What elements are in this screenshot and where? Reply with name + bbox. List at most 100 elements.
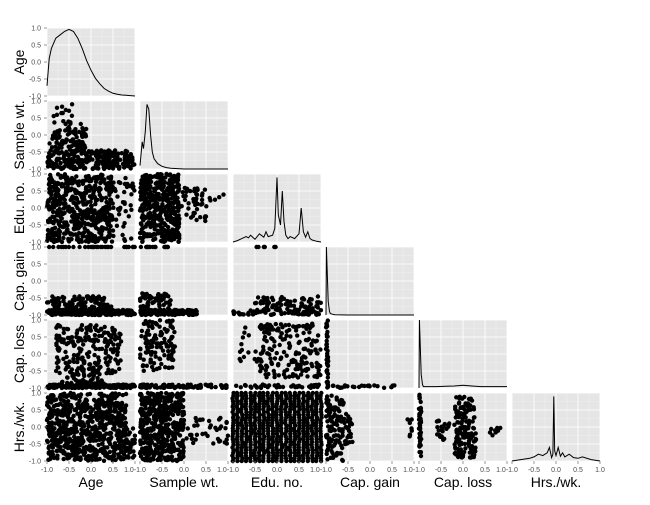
scatter-point xyxy=(157,400,161,404)
scatter-point xyxy=(176,240,180,244)
scatter-point xyxy=(278,357,282,361)
scatter-point xyxy=(278,385,282,389)
scatter-point xyxy=(124,149,128,153)
scatter-point xyxy=(106,176,110,180)
scatter-point xyxy=(226,434,230,438)
scatter-point xyxy=(109,245,113,249)
scatter-point xyxy=(285,307,289,311)
scatter-point xyxy=(106,181,110,185)
scatter-point xyxy=(65,227,69,231)
scatter-point xyxy=(111,311,115,315)
scatter-point xyxy=(81,202,85,206)
scatter-point xyxy=(80,216,84,220)
scatter-point xyxy=(170,335,174,339)
scatter-point xyxy=(70,214,74,218)
scatter-point xyxy=(164,172,168,176)
scatter-point xyxy=(171,221,175,225)
scatter-point xyxy=(316,333,320,337)
scatter-point xyxy=(167,355,171,359)
scatter-point xyxy=(287,341,291,345)
scatter-point xyxy=(276,362,280,366)
scatter-point xyxy=(97,431,101,435)
scatter-point xyxy=(47,180,51,184)
scatter-point xyxy=(165,188,169,192)
scatter-point xyxy=(148,319,152,323)
scatter-point xyxy=(199,202,203,206)
scatter-point xyxy=(62,428,66,432)
scatter-point xyxy=(165,231,169,235)
scatter-point xyxy=(158,318,162,322)
scatter-point xyxy=(52,120,56,124)
scatter-point xyxy=(46,228,50,232)
scatter-point xyxy=(57,232,61,236)
scatter-point xyxy=(153,421,157,425)
scatter-point xyxy=(97,398,101,402)
scatter-point xyxy=(64,444,68,448)
scatter-point xyxy=(124,209,128,213)
scatter-point xyxy=(246,312,250,316)
scatter-point xyxy=(194,218,198,222)
scatter-point xyxy=(54,369,58,373)
scatter-point xyxy=(142,322,146,326)
scatter-point xyxy=(275,351,279,355)
scatter-point xyxy=(157,207,161,211)
scatter-point xyxy=(171,326,175,330)
scatter-point xyxy=(246,350,250,354)
scatter-point xyxy=(58,219,62,223)
scatter-point xyxy=(145,312,149,316)
scatter-point xyxy=(140,239,144,243)
scatter-point xyxy=(146,401,150,405)
scatter-point xyxy=(70,385,74,389)
scatter-point xyxy=(113,152,117,156)
scatter-point xyxy=(157,192,161,196)
scatter-point xyxy=(94,438,98,442)
scatter-point xyxy=(108,405,112,409)
scatter-point xyxy=(46,300,50,304)
panel-cap-loss-vs-cap-gain xyxy=(326,320,414,388)
scatter-point xyxy=(207,419,211,423)
scatter-point xyxy=(144,396,148,400)
scatter-point xyxy=(159,298,163,302)
scatter-point xyxy=(71,414,75,418)
scatter-point xyxy=(76,220,80,224)
scatter-point xyxy=(64,220,68,224)
scatter-point xyxy=(104,360,108,364)
scatter-point xyxy=(77,179,81,183)
scatter-point xyxy=(152,210,156,214)
scatter-point xyxy=(152,454,156,458)
scatter-point xyxy=(146,328,150,332)
scatter-point xyxy=(305,374,309,378)
scatter-point xyxy=(316,294,320,298)
scatter-point xyxy=(123,239,127,243)
scatter-point xyxy=(129,192,133,196)
scatter-point xyxy=(204,204,208,208)
scatter-point xyxy=(59,167,63,171)
scatter-point xyxy=(63,350,67,354)
scatter-point xyxy=(72,394,76,398)
scatter-point xyxy=(123,176,127,180)
scatter-point xyxy=(132,188,136,192)
scatter-point xyxy=(256,245,260,249)
scatter-point xyxy=(326,372,330,376)
scatter-point xyxy=(295,333,299,337)
scatter-point xyxy=(95,150,99,154)
scatter-point xyxy=(89,432,93,436)
scatter-point xyxy=(119,450,123,454)
scatter-point xyxy=(142,177,146,181)
scatter-point xyxy=(114,163,118,167)
scatter-point xyxy=(100,395,104,399)
scatter-point xyxy=(70,102,74,106)
scatter-point xyxy=(242,355,246,359)
scatter-point xyxy=(157,366,161,370)
scatter-point xyxy=(139,206,143,210)
scatter-point xyxy=(213,198,217,202)
scatter-point xyxy=(288,300,292,304)
scatter-point xyxy=(138,392,142,396)
scatter-point xyxy=(173,428,177,432)
scatter-point xyxy=(113,420,117,424)
scatter-point xyxy=(93,455,97,459)
scatter-point xyxy=(160,202,164,206)
scatter-point xyxy=(160,188,164,192)
scatter-point xyxy=(121,224,125,228)
scatter-point xyxy=(53,230,57,234)
